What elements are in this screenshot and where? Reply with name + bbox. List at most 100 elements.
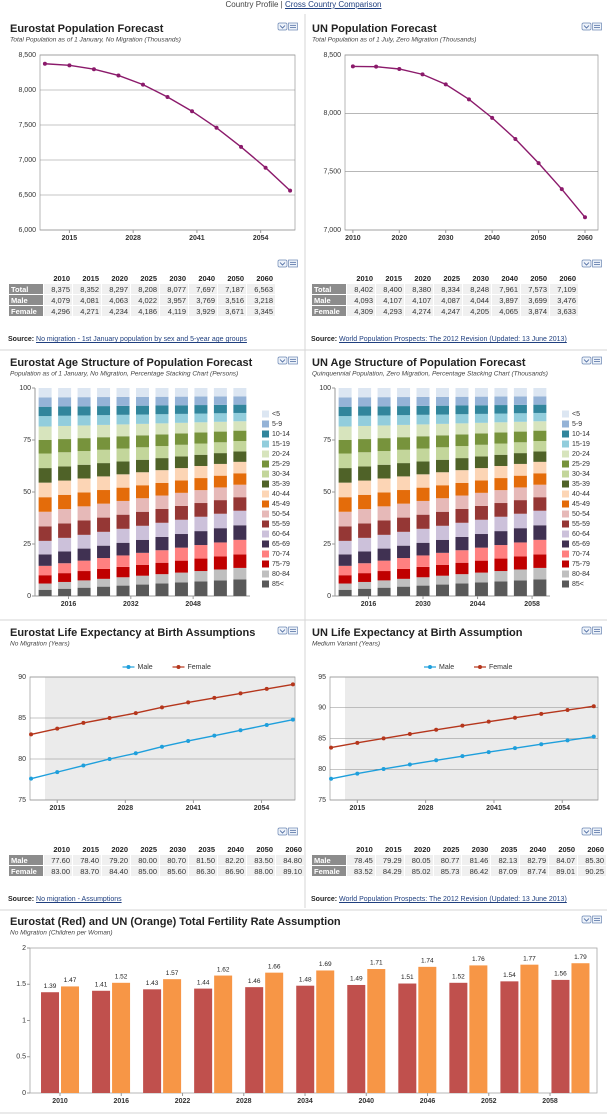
legend-label[interactable]: 35-39 [572,481,590,488]
legend-label[interactable]: 10-14 [272,431,290,438]
source-link[interactable]: World Population Prospects: The 2012 Rev… [339,336,567,343]
legend-label[interactable]: 60-64 [272,531,290,538]
legend-label[interactable]: 25-29 [272,461,290,468]
bar-segment [338,540,352,555]
legend-label[interactable]: 65-69 [572,541,590,548]
export-icon[interactable] [581,259,602,268]
legend-label[interactable]: 5-9 [272,421,282,428]
source-link[interactable]: World Population Prospects: The 2012 Rev… [339,896,567,903]
legend-label[interactable]: 35-39 [272,481,290,488]
source-link[interactable]: No migration - Assumptions [36,896,122,903]
row-label: Male [312,295,346,305]
legend-label[interactable]: 75-79 [272,561,290,568]
legend-label[interactable]: 85< [572,581,584,588]
legend-label[interactable]: 30-34 [572,471,590,478]
legend-label[interactable]: Female [188,664,211,671]
legend-label[interactable]: 70-74 [272,551,290,558]
legend-label[interactable]: 75-79 [572,561,590,568]
nav-link[interactable]: Cross Country Comparison [284,0,382,9]
plot: 0 25 50 75 100 2016 2032 2048 <5 5-9 10-14 15-19 20-… [19,385,290,608]
legend-label[interactable]: Male [439,664,454,671]
bar-segment [194,478,208,491]
bar-segment [338,440,352,454]
table-cell: 3,345 [247,306,275,316]
legend-label[interactable]: 15-19 [572,441,590,448]
legend-label[interactable]: 85< [272,581,284,588]
export-icon[interactable] [277,22,298,31]
legend-label[interactable]: 30-34 [272,471,290,478]
data-table: 2010 2015 2020 2025 2030 2035 2040 2050 2060 Male… [8,843,305,877]
bar-segment [416,542,430,556]
source-link[interactable]: No migration - 1st January population by… [36,336,247,343]
legend-label[interactable]: 65-69 [272,541,290,548]
bar-segment [233,567,247,580]
bar-segment [116,514,130,529]
bar-segment [455,414,469,424]
column-header: 2025 [140,844,157,854]
bar-segment [97,558,111,569]
bar-segment [97,424,111,438]
legend-label[interactable]: 10-14 [572,431,590,438]
export-icon[interactable] [277,259,298,268]
export-icon[interactable] [277,626,298,635]
legend-label[interactable]: 55-59 [272,521,290,528]
bar-segment [416,414,430,425]
icon-part [583,830,590,834]
export-icon[interactable] [581,915,602,924]
bar-segment [377,425,391,439]
column-header: 2020 [111,273,128,283]
data-point [67,63,72,68]
export-icon[interactable] [277,356,298,365]
bar-segment [474,582,488,596]
legend-label[interactable]: 25-29 [572,461,590,468]
export-icon[interactable] [277,827,298,836]
bar-segment [155,550,169,563]
legend-label[interactable]: 45-49 [272,501,290,508]
table-cell: 82.79 [520,855,549,865]
data-point [539,742,544,747]
bar-segment [397,586,411,596]
plot-frame [39,54,296,231]
icon-part [288,259,298,268]
bar-segment [136,552,149,565]
legend-label[interactable]: 20-24 [272,451,290,458]
legend-label[interactable]: 80-84 [572,571,590,578]
nav-item[interactable]: Country Profile [225,0,279,9]
column-header: 2010 [53,273,70,283]
bar [469,965,488,1093]
export-icon[interactable] [581,356,602,365]
legend-label[interactable]: 50-54 [272,511,290,518]
table-row: Female 83.00 83.70 84.40 85.00 85.60 86.30 86.9… [9,866,304,876]
legend-label[interactable]: 50-54 [572,511,590,518]
legend-label[interactable]: 70-74 [572,551,590,558]
table-cell: 4,107 [376,295,404,305]
bar-segment [38,540,52,555]
bar-segment [338,397,352,407]
legend-label[interactable]: 45-49 [572,501,590,508]
legend-label[interactable]: Female [489,664,512,671]
legend-label[interactable]: 40-44 [572,491,590,498]
legend-label[interactable]: 20-24 [572,451,590,458]
legend-label[interactable]: <5 [272,411,280,418]
export-icon[interactable] [581,827,602,836]
legend-label[interactable]: Male [138,664,153,671]
bar-segment [116,436,130,449]
bar-segment [233,497,247,511]
table-cell: 8,208 [131,284,159,294]
legend-label[interactable]: 60-64 [572,531,590,538]
bar-segment [474,547,488,561]
export-icon[interactable] [581,626,602,635]
legend-label[interactable]: 15-19 [272,441,290,448]
bar-segment [455,458,469,471]
export-icon[interactable] [581,22,602,31]
data-point [434,758,439,763]
legend-label[interactable]: 5-9 [572,421,582,428]
legend-label[interactable]: <5 [572,411,580,418]
legend-label[interactable]: 55-59 [572,521,590,528]
table-cell: 86.30 [189,866,217,876]
bar-segment [174,396,188,406]
table-cell: 4,065 [492,306,520,316]
legend-label[interactable]: 40-44 [272,491,290,498]
legend-label[interactable]: 80-84 [272,571,290,578]
bar-segment [416,555,430,567]
